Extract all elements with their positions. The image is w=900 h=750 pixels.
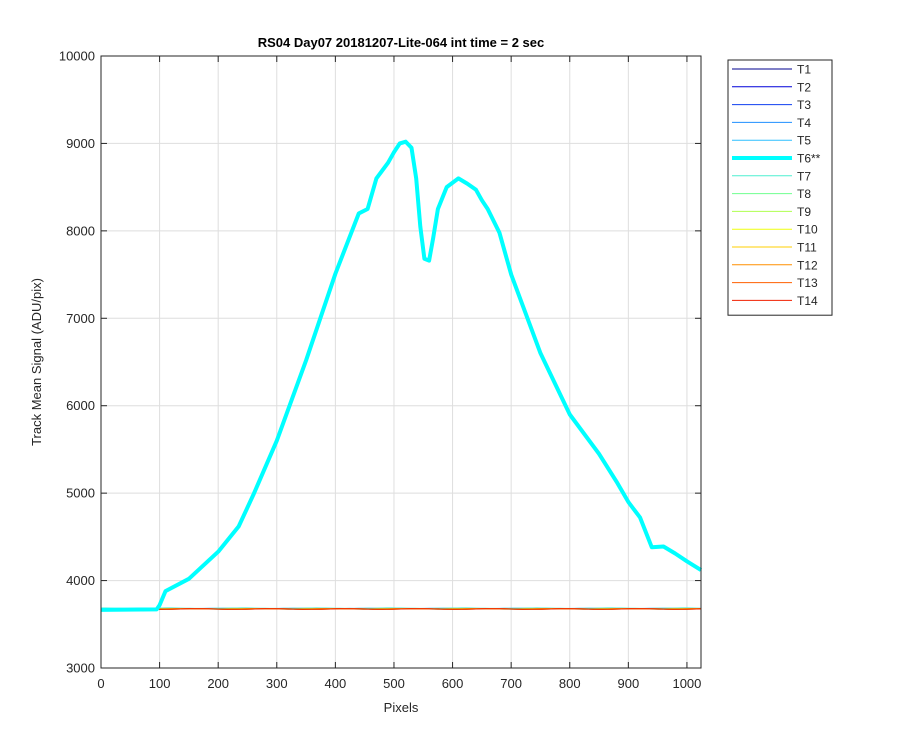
axis-ticks: 0 100 200 300 400 500 600 700 800 900 1000 3000 4000… [59,49,702,692]
legend-label: T5 [797,134,811,148]
x-tick-label: 700 [500,676,522,691]
y-tick-label: 3000 [66,661,95,676]
x-tick-label: 1000 [672,676,701,691]
y-tick-label: 9000 [66,136,95,151]
series-lines [100,139,703,612]
y-tick-label: 8000 [66,223,95,238]
plot-frame [100,55,702,669]
y-tick-label: 4000 [66,573,95,588]
legend-label: T11 [797,241,817,255]
legend-label: T9 [797,205,811,219]
legend-item[interactable]: T6** [732,152,821,166]
legend-item[interactable]: T14 [732,294,818,308]
legend-label: T8 [797,187,811,201]
legend-label: T4 [797,116,811,130]
legend-item[interactable]: T4 [732,116,811,130]
series-line-t14 [101,608,702,610]
legend-label: T7 [797,169,811,183]
legend-label: T1 [797,63,811,77]
legend-label: T12 [797,258,818,272]
legend-label: T2 [797,80,811,94]
x-tick-label: 600 [442,676,464,691]
legend-label: T10 [797,223,818,237]
legend-label: T14 [797,294,818,308]
legend-item[interactable]: T7 [732,169,811,183]
x-tick-label: 200 [207,676,229,691]
legend-label: T13 [797,276,818,290]
x-tick-label: 300 [266,676,288,691]
legend-item[interactable]: T10 [732,223,818,237]
legend-box [727,59,833,316]
y-tick-label: 6000 [66,398,95,413]
chart-title: RS04 Day07 20181207-Lite-064 int time = … [258,35,545,50]
legend-item[interactable]: T2 [732,80,811,94]
legend[interactable]: T1 T2 T3 T4 T5 T6** T7 T8 T9 T10 T11 T12 T13 T14 [727,59,833,316]
y-axis-label: Track Mean Signal (ADU/pix) [29,278,44,446]
legend-item[interactable]: T9 [732,205,811,219]
y-tick-label: 7000 [66,311,95,326]
legend-item[interactable]: T1 [732,63,811,77]
legend-item[interactable]: T11 [732,241,817,255]
x-tick-label: 100 [149,676,171,691]
x-tick-label: 800 [559,676,581,691]
series-line-t6 [100,139,703,612]
legend-label: T3 [797,98,811,112]
x-tick-label: 400 [325,676,347,691]
legend-item[interactable]: T3 [732,98,811,112]
legend-item[interactable]: T12 [732,258,818,272]
y-tick-label: 10000 [59,49,95,64]
x-axis-label: Pixels [384,700,419,715]
legend-label: T6** [797,152,821,166]
x-tick-label: 500 [383,676,405,691]
x-tick-label: 900 [617,676,639,691]
x-tick-label: 0 [97,676,104,691]
y-tick-label: 5000 [66,486,95,501]
legend-item[interactable]: T8 [732,187,811,201]
legend-item[interactable]: T5 [732,134,811,148]
legend-item[interactable]: T13 [732,276,818,290]
